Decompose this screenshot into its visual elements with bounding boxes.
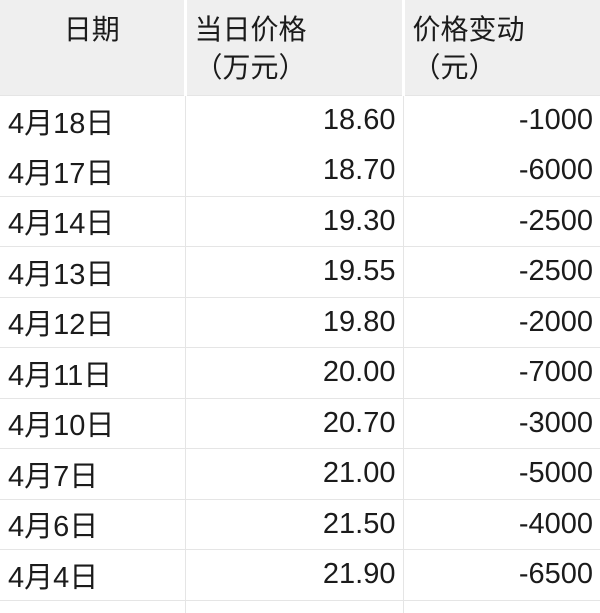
col-header-date: 日期 [0,0,185,96]
change-cell: -1000 [402,94,600,146]
date-cell: 4月13日 [0,246,185,297]
col-header-change: 价格变动 （元） [401,0,600,96]
date-cell: 4月7日 [0,448,185,499]
partial-next-row [0,599,600,613]
price-cell: 21.00 [184,448,403,499]
table-row: 4月10日 20.70 -3000 [0,397,600,449]
price-cell: 21.90 [184,549,403,600]
date-cell: 4月11日 [0,347,185,398]
price-cell: 19.55 [184,246,403,297]
price-cell: 18.60 [184,94,403,146]
col-header-price-line2: （万元） [194,52,307,83]
table-row: 4月13日 19.55 -2500 [0,246,600,297]
col-header-price-line1: 当日价格 [194,14,307,45]
change-cell: -7000 [402,347,600,398]
table-body: 4月18日 18.60 -1000 4月17日 18.70 -6000 4月14… [0,94,600,613]
table-row: 4月7日 21.00 -5000 [0,448,600,499]
change-cell: -2500 [402,195,600,247]
date-cell-empty [0,599,185,613]
col-header-price: 当日价格 （万元） [183,0,403,96]
price-cell: 19.80 [184,296,403,348]
date-cell: 4月14日 [0,195,185,247]
table-row: 4月18日 18.60 -1000 [0,94,600,146]
date-cell: 4月17日 [0,145,185,196]
price-cell: 18.70 [184,145,403,196]
date-cell: 4月4日 [0,549,185,600]
price-cell: 19.30 [184,195,403,247]
change-cell: -6500 [402,549,600,600]
table-row: 4月6日 21.50 -4000 [0,498,600,550]
table-row: 4月4日 21.90 -6500 [0,549,600,600]
date-cell: 4月12日 [0,296,185,348]
change-cell: -2000 [402,296,600,348]
date-cell: 4月6日 [0,498,185,550]
change-cell: -6000 [402,145,600,196]
price-cell: 21.50 [184,498,403,550]
change-cell: -4000 [402,498,600,550]
price-cell-empty [184,599,403,613]
price-cell: 20.00 [184,347,403,398]
table-row: 4月14日 19.30 -2500 [0,195,600,247]
col-header-change-line1: 价格变动 [412,14,525,45]
table-row: 4月11日 20.00 -7000 [0,347,600,398]
price-cell: 20.70 [184,397,403,449]
date-cell: 4月18日 [0,94,185,146]
col-header-change-line2: （元） [412,52,497,83]
date-cell: 4月10日 [0,397,185,449]
col-header-date-line1: 日期 [63,14,120,45]
change-cell-empty [402,599,600,613]
header-row: 日期 当日价格 （万元） 价格变动 （元） [0,0,600,96]
table-row: 4月12日 19.80 -2000 [0,296,600,348]
table-header: 日期 当日价格 （万元） 价格变动 （元） [0,0,600,96]
change-cell: -3000 [402,397,600,449]
table-row: 4月17日 18.70 -6000 [0,145,600,196]
change-cell: -2500 [402,246,600,297]
change-cell: -5000 [402,448,600,499]
